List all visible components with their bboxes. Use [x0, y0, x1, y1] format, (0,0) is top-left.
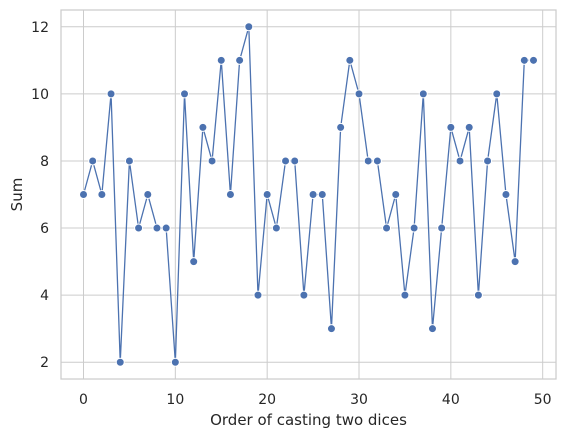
data-point	[291, 157, 299, 165]
series-layer	[80, 23, 538, 366]
data-point	[116, 358, 124, 366]
data-point	[245, 23, 253, 31]
data-point	[282, 157, 290, 165]
data-point	[263, 191, 271, 199]
data-point	[89, 157, 97, 165]
data-point	[428, 325, 436, 333]
data-point	[474, 291, 482, 299]
x-tick-label: 20	[258, 392, 276, 408]
gridlines	[61, 10, 556, 379]
y-tick-label: 10	[31, 87, 49, 103]
data-point	[217, 56, 225, 64]
data-point	[520, 56, 528, 64]
data-point	[208, 157, 216, 165]
data-point	[162, 224, 170, 232]
data-point	[190, 258, 198, 266]
y-tick-label: 12	[31, 20, 49, 36]
data-point	[502, 191, 510, 199]
x-tick-label: 10	[166, 392, 184, 408]
data-point	[125, 157, 133, 165]
data-point	[484, 157, 492, 165]
data-point	[410, 224, 418, 232]
data-point	[419, 90, 427, 98]
data-point	[135, 224, 143, 232]
data-point	[346, 56, 354, 64]
x-tick-label: 50	[534, 392, 552, 408]
data-point	[309, 191, 317, 199]
data-point	[493, 90, 501, 98]
data-point	[199, 123, 207, 131]
data-point	[80, 191, 88, 199]
plot-area-frame	[61, 10, 556, 379]
x-tick-label: 30	[350, 392, 368, 408]
data-point	[318, 191, 326, 199]
data-point	[438, 224, 446, 232]
data-point	[327, 325, 335, 333]
data-point	[456, 157, 464, 165]
data-point	[364, 157, 372, 165]
y-tick-label: 8	[40, 154, 49, 170]
data-point	[272, 224, 280, 232]
data-point	[226, 191, 234, 199]
data-point	[254, 291, 262, 299]
data-point	[98, 191, 106, 199]
data-point	[447, 123, 455, 131]
y-axis-label: Sum	[8, 178, 26, 212]
data-point	[392, 191, 400, 199]
data-point	[465, 123, 473, 131]
data-point	[300, 291, 308, 299]
x-tick-labels: 0 10 20 30 40 50	[79, 392, 552, 408]
y-tick-label: 4	[40, 288, 49, 304]
data-point	[511, 258, 519, 266]
x-tick-label: 40	[442, 392, 460, 408]
data-point	[401, 291, 409, 299]
data-point	[383, 224, 391, 232]
data-point	[236, 56, 244, 64]
data-point	[373, 157, 381, 165]
x-tick-label: 0	[79, 392, 88, 408]
data-point	[181, 90, 189, 98]
data-point	[337, 123, 345, 131]
y-tick-labels: 2 4 6 8 10 12	[31, 20, 49, 371]
data-point	[153, 224, 161, 232]
data-point	[144, 191, 152, 199]
y-tick-label: 2	[40, 355, 49, 371]
x-axis-label: Order of casting two dices	[210, 411, 407, 429]
data-point	[355, 90, 363, 98]
y-tick-label: 6	[40, 221, 49, 237]
data-point	[530, 56, 538, 64]
data-point	[107, 90, 115, 98]
data-point	[171, 358, 179, 366]
